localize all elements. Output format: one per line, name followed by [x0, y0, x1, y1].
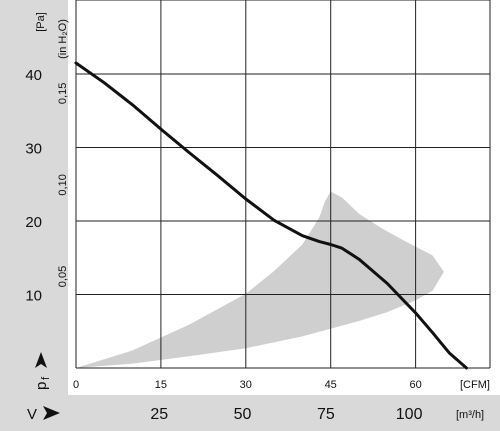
- x-unit-label: [CFM]: [460, 379, 490, 391]
- y-unit-secondary-label: (in H₂O): [57, 19, 69, 59]
- y-symbol-subscript: f: [40, 376, 52, 380]
- tick-label-pa: 30: [25, 141, 42, 158]
- x-symbol-arrow-icon: [43, 406, 60, 420]
- tick-label-pa: 10: [25, 288, 42, 305]
- tick-label-m3h: 25: [150, 406, 168, 423]
- tick-label-cfm: 15: [155, 379, 167, 391]
- grid-layer: [75, 0, 491, 369]
- tick-label-m3h: 100: [396, 406, 423, 423]
- y-symbol-text: p: [33, 382, 50, 390]
- left-axis-band: [0, 0, 68, 431]
- curve-layer: [74, 61, 468, 370]
- tick-label-cfm: 60: [409, 379, 421, 391]
- tick-label-m3h: 75: [317, 406, 335, 423]
- x-unit-secondary-label: [m³/h]: [456, 409, 484, 421]
- y-unit-label: [Pa]: [35, 12, 47, 32]
- tick-label-h2o: 0,10: [57, 174, 69, 195]
- tick-label-h2o: 0,05: [57, 266, 69, 287]
- tick-label-layer: 10 20 30 40 0,05 0,10 0,15 0 15 30 45 60 25 50 75 100: [25, 67, 422, 423]
- tick-label-pa: 20: [25, 214, 42, 231]
- tick-label-cfm: 30: [240, 379, 252, 391]
- x-symbol: V: [27, 406, 37, 423]
- operating-region-layer: [76, 191, 444, 368]
- operating-region-area: [76, 191, 444, 368]
- tick-label-cfm: 45: [325, 379, 337, 391]
- tick-label-pa: 40: [25, 67, 42, 84]
- tick-label-cfm: 0: [73, 379, 79, 391]
- bottom-axis-band: [0, 395, 500, 431]
- tick-label-m3h: 50: [234, 406, 252, 423]
- y-symbol-arrow-icon: [35, 352, 47, 368]
- series-line: [74, 61, 468, 370]
- y-symbol: p f: [33, 376, 52, 390]
- tick-label-h2o: 0,15: [57, 83, 69, 104]
